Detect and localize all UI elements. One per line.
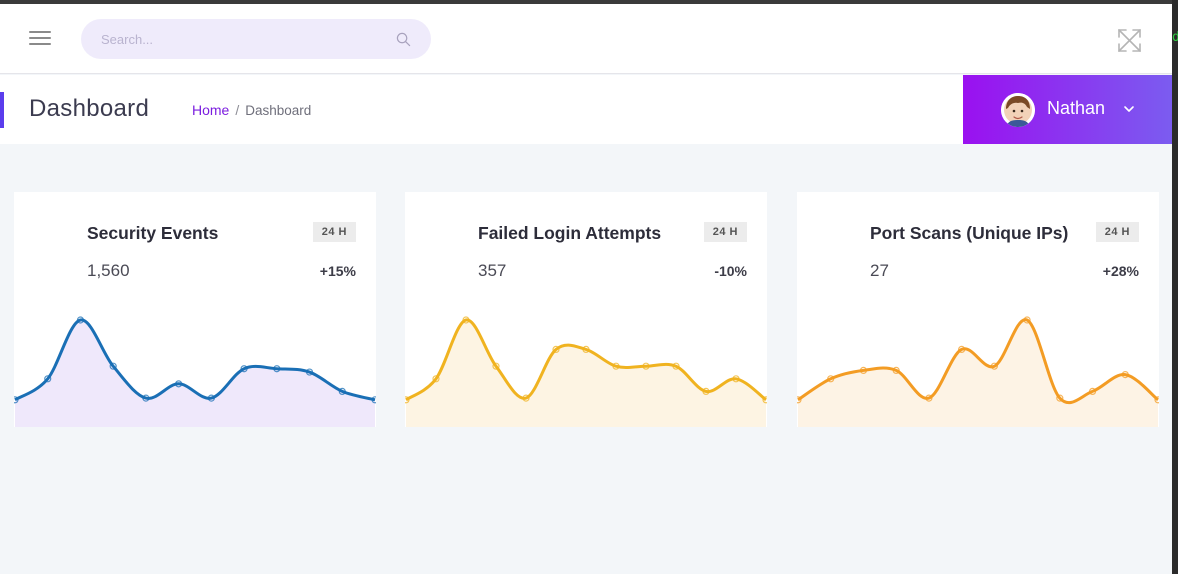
sparkline-chart [14, 316, 376, 427]
data-point[interactable] [672, 362, 680, 370]
data-point[interactable] [462, 316, 470, 324]
data-point[interactable] [405, 396, 410, 404]
window-edge: d [1172, 0, 1178, 574]
breadcrumb-current: Dashboard [245, 103, 312, 118]
card-change: -10% [714, 263, 747, 279]
data-point[interactable] [797, 396, 802, 404]
expand-icon[interactable] [1117, 28, 1142, 53]
data-point[interactable] [1121, 370, 1129, 379]
data-point[interactable] [371, 396, 376, 404]
user-name: Nathan [1047, 98, 1106, 118]
port-scans-card: Port Scans (Unique IPs) 24 H 27 +28% [797, 192, 1159, 427]
accent-bar [0, 92, 4, 128]
series-line [14, 318, 376, 402]
data-point[interactable] [44, 375, 52, 383]
data-point[interactable] [925, 394, 933, 402]
data-point[interactable] [582, 345, 590, 354]
card-value: 357 [478, 261, 507, 280]
area-fill [15, 319, 375, 427]
data-point[interactable] [240, 365, 248, 373]
card-title: Failed Login Attempts [478, 223, 662, 243]
card-title: Port Scans (Unique IPs) [870, 223, 1069, 243]
page-header: Dashboard Home / Dashboard Nathan [0, 75, 1172, 144]
search-input[interactable] [101, 29, 381, 49]
data-point[interactable] [432, 375, 440, 383]
card-change: +28% [1102, 263, 1139, 279]
data-point[interactable] [109, 362, 117, 370]
data-point[interactable] [492, 362, 500, 370]
chevron-down-icon [1124, 106, 1134, 112]
area-fill [406, 319, 766, 427]
timeframe-badge[interactable]: 24 H [1095, 222, 1139, 242]
data-point[interactable] [175, 380, 183, 388]
timeframe-badge[interactable]: 24 H [312, 222, 356, 242]
data-point[interactable] [642, 362, 650, 370]
data-point[interactable] [305, 368, 314, 376]
data-point[interactable] [702, 387, 710, 396]
data-point[interactable] [958, 345, 966, 354]
data-point[interactable] [762, 396, 767, 404]
data-point[interactable] [732, 375, 740, 383]
breadcrumb-home-link[interactable]: Home [192, 102, 230, 118]
area-fill [798, 319, 1158, 427]
sparkline-chart [405, 316, 767, 427]
search-icon[interactable] [396, 32, 411, 47]
series-line [797, 318, 1159, 405]
data-point[interactable] [76, 316, 85, 324]
page-title: Dashboard [29, 95, 150, 122]
user-menu-button[interactable]: Nathan [963, 75, 1172, 144]
card-change: +15% [319, 263, 356, 279]
data-point[interactable] [522, 394, 530, 402]
card-title: Security Events [87, 223, 219, 243]
data-point[interactable] [990, 362, 998, 370]
data-point[interactable] [1088, 387, 1097, 396]
data-point[interactable] [273, 365, 281, 373]
data-point[interactable] [1154, 396, 1159, 404]
page: Dashboard Home / Dashboard Nathan Security… [0, 4, 1172, 574]
data-point[interactable] [207, 394, 215, 402]
card-value: 27 [870, 261, 889, 280]
data-point[interactable] [1023, 316, 1031, 324]
edge-glyph: d [1172, 30, 1178, 45]
data-point[interactable] [612, 362, 620, 370]
failed-login-card: Failed Login Attempts 24 H 357 -10% [405, 192, 767, 427]
breadcrumb-separator: / [235, 102, 240, 118]
breadcrumb: Home / Dashboard [192, 102, 311, 118]
data-point[interactable] [552, 345, 560, 354]
sparkline-chart [797, 316, 1159, 427]
hamburger-icon[interactable] [29, 31, 51, 47]
card-value: 1,560 [87, 261, 130, 280]
search-box[interactable] [81, 19, 431, 59]
data-point[interactable] [859, 366, 868, 375]
timeframe-badge[interactable]: 24 H [703, 222, 747, 242]
data-point[interactable] [827, 375, 835, 383]
data-point[interactable] [142, 394, 150, 402]
data-point[interactable] [892, 366, 900, 375]
avatar [1001, 93, 1035, 127]
data-point[interactable] [338, 387, 346, 396]
data-point[interactable] [1056, 394, 1064, 402]
top-bar [0, 4, 1172, 74]
series-line [405, 318, 767, 402]
data-point[interactable] [14, 396, 19, 404]
security-events-card: Security Events 24 H 1,560 +15% [14, 192, 376, 427]
